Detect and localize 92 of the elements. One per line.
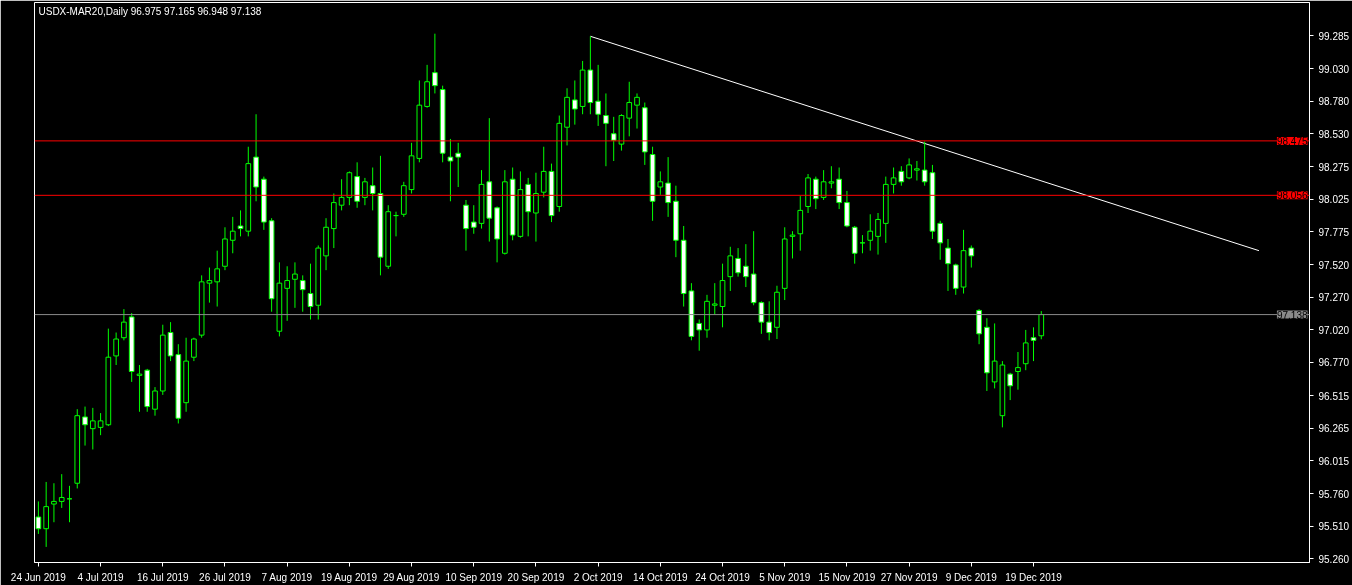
- chart-title: USDX-MAR20,Daily 96.975 97.165 96.948 97.138: [38, 5, 262, 17]
- x-tick-label: 2 Oct 2019: [573, 571, 624, 583]
- y-tick-label: 98.530: [1318, 128, 1350, 140]
- x-tick-label: 24 Jun 2019: [10, 571, 67, 583]
- candlestick: [362, 177, 368, 206]
- candlestick: [812, 176, 819, 210]
- y-tick-label: 99.030: [1318, 63, 1350, 75]
- x-tick-label: 10 Sep 2019: [445, 571, 503, 583]
- y-tick-label: 98.275: [1318, 161, 1350, 173]
- candlestick: [284, 265, 290, 322]
- y-tick-label: 97.270: [1318, 292, 1350, 304]
- candlestick: [1038, 310, 1045, 340]
- y-tick-label: 96.265: [1318, 423, 1350, 435]
- candlestick: [844, 190, 850, 228]
- candlestick: [634, 92, 640, 130]
- candlestick: [789, 230, 796, 259]
- x-tick-label: 9 Dec 2019: [945, 571, 998, 583]
- candlestick: [1022, 329, 1029, 371]
- candlestick: [797, 195, 804, 252]
- candlestick: [1015, 351, 1021, 391]
- candlestick: [432, 33, 438, 94]
- candlestick: [914, 160, 920, 181]
- candlestick: [711, 282, 718, 315]
- x-tick-label: 24 Oct 2019: [695, 571, 751, 583]
- x-tick-label: 27 Nov 2019: [880, 571, 938, 583]
- candlestick: [533, 172, 539, 243]
- ref-line-label: 97.138: [1276, 309, 1308, 321]
- y-tick-label: 95.760: [1318, 488, 1350, 500]
- y-tick-label: 97.520: [1318, 259, 1350, 271]
- candlestick: [727, 246, 734, 292]
- candlestick: [214, 250, 221, 308]
- candlestick: [136, 364, 143, 413]
- candlestick: [1030, 326, 1037, 362]
- x-tick-label: 19 Dec 2019: [1005, 571, 1063, 583]
- x-tick-label: 7 Aug 2019: [261, 571, 313, 583]
- x-tick-label: 19 Aug 2019: [321, 571, 378, 583]
- candlestick: [937, 220, 944, 261]
- candlestick: [836, 167, 842, 210]
- y-tick-label: 99.285: [1318, 30, 1350, 42]
- candlestick: [766, 300, 773, 341]
- y-tick-label: 98.780: [1318, 96, 1350, 108]
- candlestick: [976, 308, 982, 345]
- candlestick: [603, 92, 609, 167]
- y-tick-label: 95.260: [1318, 553, 1350, 565]
- ref-line-label: 98.475: [1276, 135, 1308, 147]
- candlestick: [952, 263, 959, 296]
- candlestick: [58, 473, 65, 509]
- candlestick: [229, 216, 236, 254]
- candlestick: [470, 204, 477, 235]
- candlestick: [51, 482, 57, 523]
- candlestick: [859, 234, 866, 254]
- candlestick: [292, 261, 298, 309]
- candlestick: [867, 213, 874, 252]
- x-tick-label: 29 Aug 2019: [383, 571, 440, 583]
- candlestick: [89, 407, 96, 450]
- x-tick-label: 4 Jul 2019: [77, 571, 125, 583]
- candlestick: [447, 138, 454, 202]
- x-tick-label: 5 Nov 2019: [759, 571, 811, 583]
- y-tick-label: 98.025: [1318, 194, 1350, 206]
- candlestick: [307, 263, 314, 321]
- candlestick: [743, 243, 749, 288]
- y-tick-label: 97.020: [1318, 324, 1350, 336]
- y-tick-label: 96.515: [1318, 390, 1350, 402]
- candlestick: [43, 481, 49, 548]
- ref-line-label: 98.056: [1276, 190, 1308, 202]
- candlestick: [665, 156, 671, 218]
- candlestick: [571, 79, 578, 126]
- candlestick: [455, 142, 462, 188]
- candlestick: [299, 274, 306, 313]
- x-tick-label: 26 Jul 2019: [199, 571, 252, 583]
- y-tick-label: 96.770: [1318, 357, 1350, 369]
- y-tick-label: 96.015: [1318, 455, 1350, 467]
- candlestick: [113, 332, 119, 366]
- candlestick: [758, 300, 765, 335]
- candlestick: [696, 319, 703, 352]
- x-tick-label: 20 Sep 2019: [507, 571, 565, 583]
- candlestick: [945, 238, 951, 292]
- candlestick: [463, 199, 469, 252]
- x-tick-label: 15 Nov 2019: [818, 571, 876, 583]
- candlestick: [152, 386, 158, 417]
- candlestick: [121, 308, 127, 341]
- candlestick: [540, 146, 547, 198]
- candlestick: [735, 247, 741, 278]
- candlestick: [82, 406, 88, 447]
- y-tick-label: 95.510: [1318, 521, 1350, 533]
- candlestick: [1007, 372, 1014, 401]
- candlestick: [595, 64, 601, 127]
- candlestick: [875, 212, 881, 256]
- y-tick-label: 97.775: [1318, 226, 1350, 238]
- candlestick: [626, 81, 633, 137]
- x-tick-label: 16 Jul 2019: [136, 571, 190, 583]
- x-tick-label: 14 Oct 2019: [633, 571, 689, 583]
